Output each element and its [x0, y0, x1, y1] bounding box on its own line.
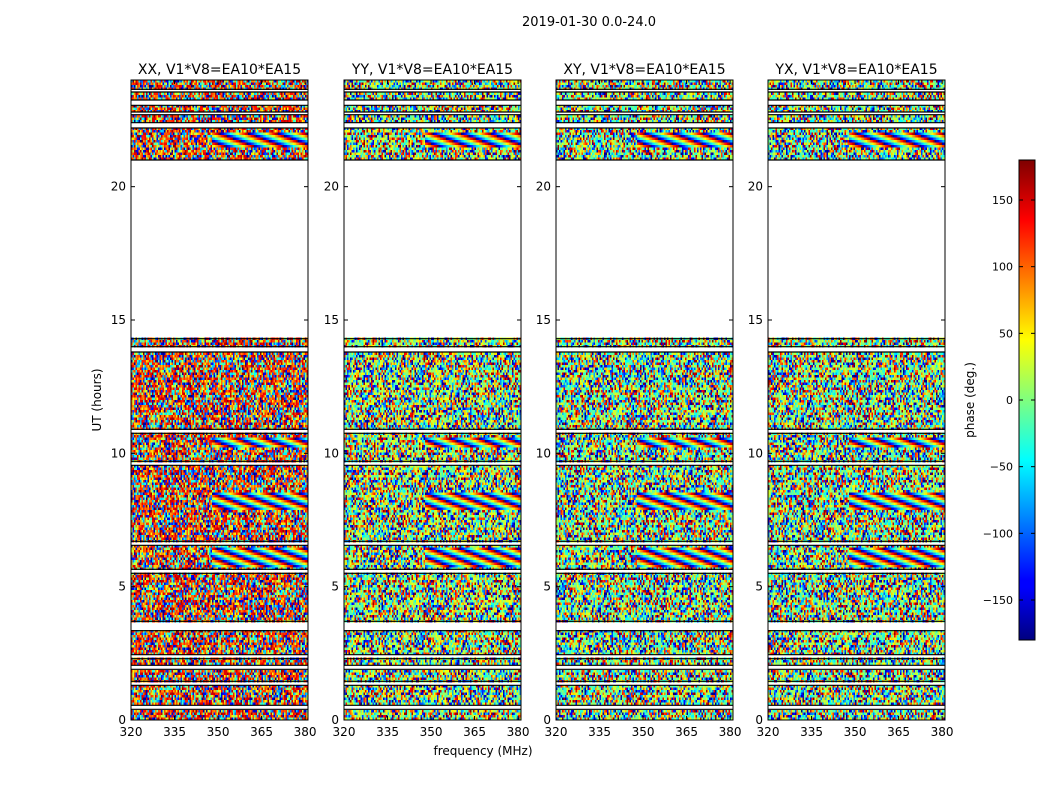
- x-tick-label: 365: [463, 725, 486, 739]
- y-tick-label: 15: [111, 313, 126, 327]
- panel-yx: YX, V1*V8=EA10*EA15 320 335 350 365 380 0 5 10 15…: [748, 62, 954, 739]
- x-tick-label: 350: [844, 725, 867, 739]
- x-tick-label: 350: [632, 725, 655, 739]
- x-tick-label: 350: [420, 725, 443, 739]
- x-tick-label: 350: [207, 725, 230, 739]
- x-axis-label: frequency (MHz): [433, 744, 532, 758]
- y-tick-label: 0: [331, 713, 339, 727]
- heatmap-image: [768, 80, 945, 720]
- colorbar-tick-label: −150: [983, 594, 1013, 607]
- colorbar-tick-label: 50: [999, 327, 1013, 340]
- panel-xx: XX, V1*V8=EA10*EA15 320 335 350 365 380 0 5 10 15…: [111, 62, 317, 739]
- figure-title: 2019-01-30 0.0-24.0: [522, 15, 656, 30]
- y-tick-label: 10: [536, 446, 551, 460]
- y-tick-label: 20: [111, 180, 126, 194]
- y-tick-label: 15: [536, 313, 551, 327]
- y-tick-label: 10: [748, 446, 763, 460]
- x-tick-label: 320: [333, 725, 356, 739]
- axes-frame: [555, 79, 734, 721]
- colorbar-label: phase (deg.): [963, 362, 977, 438]
- axes-frame: [343, 79, 522, 721]
- axes-frame: [767, 79, 946, 721]
- x-tick-label: 380: [719, 725, 742, 739]
- colorbar-tick-label: −100: [983, 527, 1013, 540]
- x-tick-label: 335: [163, 725, 186, 739]
- colorbar-tick-label: 100: [992, 261, 1013, 274]
- y-tick-label: 20: [324, 180, 339, 194]
- y-tick-label: 10: [324, 446, 339, 460]
- y-tick-label: 5: [543, 580, 551, 594]
- y-tick-label: 20: [536, 180, 551, 194]
- y-tick-label: 20: [748, 180, 763, 194]
- y-tick-label: 0: [118, 713, 126, 727]
- x-tick-label: 380: [931, 725, 954, 739]
- panel-title: XY, V1*V8=EA10*EA15: [563, 62, 725, 78]
- y-tick-label: 15: [324, 313, 339, 327]
- panel-xy: XY, V1*V8=EA10*EA15 320 335 350 365 380 0 5 10 15…: [536, 62, 742, 739]
- x-tick-label: 320: [120, 725, 143, 739]
- y-tick-label: 5: [755, 580, 763, 594]
- x-tick-label: 335: [376, 725, 399, 739]
- y-axis-label: UT (hours): [90, 368, 104, 431]
- x-tick-label: 320: [545, 725, 568, 739]
- colorbar-tick-label: 150: [992, 194, 1013, 207]
- panel-yy: YY, V1*V8=EA10*EA15 320 335 350 365 380 0 5 10 15…: [324, 62, 530, 739]
- heatmap-image: [344, 80, 521, 720]
- colorbar-tick-label: −50: [990, 461, 1013, 474]
- heatmap-image: [556, 80, 733, 720]
- x-tick-label: 365: [675, 725, 698, 739]
- y-tick-label: 5: [118, 580, 126, 594]
- panels-layer: XX, V1*V8=EA10*EA15 320 335 350 365 380 0 5 10 15…: [111, 62, 954, 739]
- colorbar-tick-label: 0: [1006, 394, 1013, 407]
- axes-frame: [130, 79, 309, 721]
- panel-title: YY, V1*V8=EA10*EA15: [351, 62, 513, 78]
- heatmap-image: [131, 80, 308, 720]
- x-tick-label: 335: [588, 725, 611, 739]
- y-tick-label: 0: [543, 713, 551, 727]
- x-tick-label: 320: [757, 725, 780, 739]
- y-tick-label: 15: [748, 313, 763, 327]
- panel-title: YX, V1*V8=EA10*EA15: [774, 62, 937, 78]
- panel-title: XX, V1*V8=EA10*EA15: [138, 62, 301, 78]
- x-tick-label: 380: [294, 725, 317, 739]
- y-tick-label: 0: [755, 713, 763, 727]
- x-tick-label: 365: [250, 725, 273, 739]
- x-tick-label: 335: [800, 725, 823, 739]
- y-tick-label: 10: [111, 446, 126, 460]
- y-tick-label: 5: [331, 580, 339, 594]
- colorbar-ticks: −150 −100 −50 0 50 100 150: [983, 194, 1035, 607]
- x-tick-label: 365: [887, 725, 910, 739]
- x-tick-label: 380: [507, 725, 530, 739]
- colorbar: −150 −100 −50 0 50 100 150 phase (deg.): [963, 159, 1036, 641]
